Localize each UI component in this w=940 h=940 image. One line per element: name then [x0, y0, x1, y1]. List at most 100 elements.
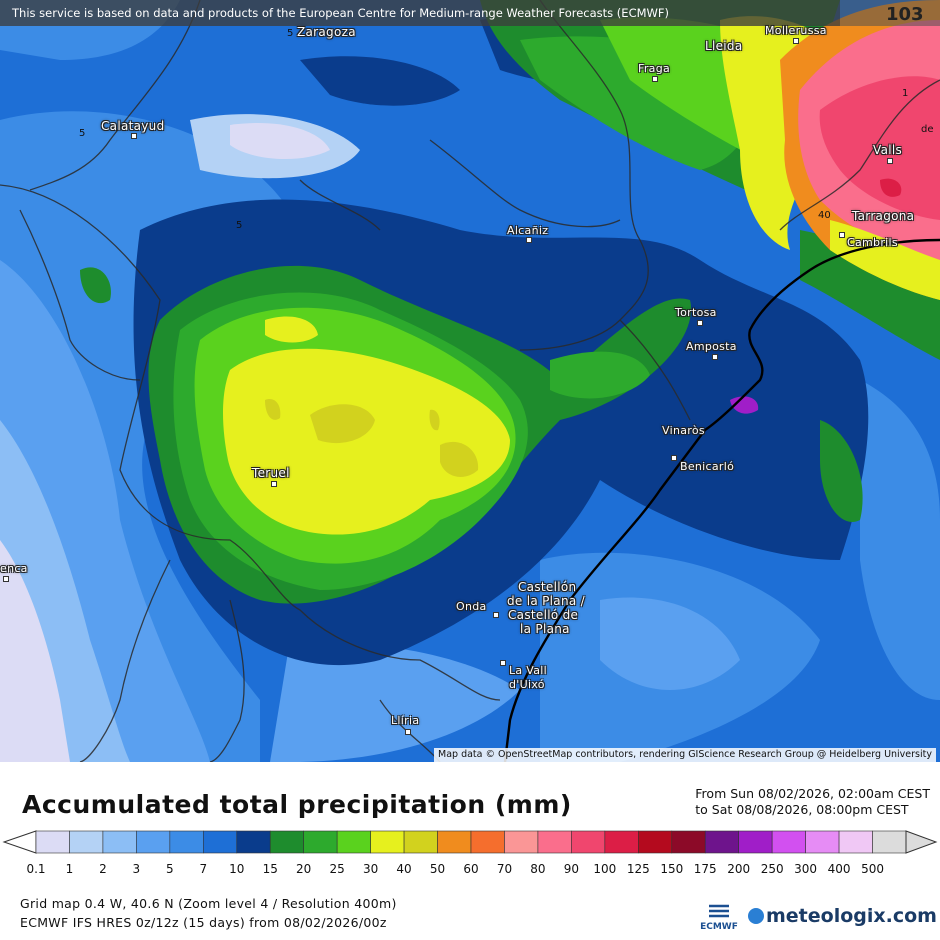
scale-tick-label: 30 — [362, 862, 379, 876]
city-label-benicarlo[interactable]: Benicarló — [680, 460, 735, 473]
meteologix-brand[interactable]: meteologix.com — [748, 905, 937, 927]
map-badge: 103 — [886, 4, 924, 25]
city-label-castellon[interactable]: de la Plana / — [507, 594, 585, 608]
scale-tick-label: 10 — [229, 862, 245, 876]
city-marker — [697, 320, 703, 326]
scale-tick-label: 3 — [132, 862, 141, 876]
scale-tick-label: 250 — [760, 862, 784, 876]
city-label-alcaniz[interactable]: Alcañiz — [507, 224, 549, 237]
city-label-vinaros[interactable]: Vinaròs — [662, 424, 705, 437]
scale-swatch — [872, 830, 907, 854]
scale-swatch — [704, 830, 739, 854]
scale-swatch — [638, 830, 673, 854]
city-label-lliria[interactable]: Llíria — [391, 714, 420, 727]
scale-tick-label: 2 — [99, 862, 107, 876]
isoline-label: de — [921, 124, 934, 135]
scale-swatch — [771, 830, 806, 854]
ecmwf-logo-icon — [709, 904, 729, 918]
ecmwf-notice-banner: This service is based on data and produc… — [0, 0, 840, 26]
meteologix-icon — [748, 908, 764, 924]
city-label-fraga[interactable]: Fraga — [638, 62, 671, 75]
city-marker — [500, 660, 506, 666]
isoline-label: 5 — [236, 220, 243, 231]
legend-title: Accumulated total precipitation (mm) — [22, 790, 572, 819]
scale-swatch — [303, 830, 338, 854]
banner-corner — [840, 0, 940, 26]
scale-tick-label: 100 — [593, 862, 617, 876]
scale-swatch — [35, 830, 70, 854]
city-label-cuenca-partial[interactable]: enca — [0, 562, 28, 575]
city-label-zaragoza[interactable]: Zaragoza — [297, 25, 356, 39]
scale-tick-label: 1 — [65, 862, 74, 876]
scale-swatch — [671, 830, 706, 854]
color-scale-bar — [2, 830, 938, 854]
isoline-label: 1 — [902, 88, 909, 99]
scale-swatch — [102, 830, 137, 854]
scale-tick-label: 500 — [861, 862, 884, 876]
scale-tick-label: 50 — [429, 862, 446, 876]
isoline-label: 5 — [79, 128, 86, 139]
scale-swatch — [370, 830, 405, 854]
map-attribution: Map data © OpenStreetMap contributors, r… — [434, 748, 936, 762]
city-label-cambrils[interactable]: Cambrils — [847, 236, 898, 249]
city-label-amposta[interactable]: Amposta — [686, 340, 737, 353]
scale-swatch — [269, 830, 304, 854]
scale-swatch — [203, 830, 238, 854]
city-label-tortosa[interactable]: Tortosa — [675, 306, 717, 319]
scale-tick-label: 90 — [563, 862, 580, 876]
scale-swatch — [805, 830, 840, 854]
city-marker — [793, 38, 799, 44]
city-label-castellon[interactable]: Castelló de — [508, 608, 579, 622]
scale-swatch — [604, 830, 639, 854]
model-info: ECMWF IFS HRES 0z/12z (15 days) from 08/… — [20, 915, 387, 930]
scale-tick-label: 125 — [626, 862, 650, 876]
scale-tick-label: 20 — [296, 862, 312, 876]
scale-swatch — [236, 830, 271, 854]
period-from: From Sun 08/02/2026, 02:00am CEST — [695, 786, 930, 801]
scale-tick-label: 175 — [693, 862, 717, 876]
scale-swatch — [169, 830, 204, 854]
scale-arrow-left — [2, 830, 37, 854]
city-marker — [671, 455, 677, 461]
city-marker — [271, 481, 277, 487]
scale-tick-label: 0.1 — [26, 862, 46, 876]
city-marker — [493, 612, 499, 618]
city-marker — [131, 133, 137, 139]
city-label-valls[interactable]: Valls — [873, 143, 903, 157]
precipitation-map[interactable]: This service is based on data and produc… — [0, 0, 940, 762]
ecmwf-logo-text: ECMWF — [700, 922, 738, 932]
scale-swatch — [69, 830, 104, 854]
scale-tick-label: 40 — [396, 862, 412, 876]
banner-text: This service is based on data and produc… — [12, 6, 669, 20]
city-marker — [887, 158, 893, 164]
city-label-lleida[interactable]: Lleida — [705, 39, 743, 53]
scale-swatch — [437, 830, 472, 854]
scale-tick-label: 400 — [827, 862, 851, 876]
scale-tick-label: 80 — [530, 862, 546, 876]
city-label-mollerussa[interactable]: Mollerussa — [765, 24, 827, 37]
scale-tick-label: 15 — [262, 862, 278, 876]
isoline-label: 5 — [287, 28, 294, 39]
scale-swatch — [403, 830, 438, 854]
scale-tick-label: 25 — [329, 862, 345, 876]
city-marker — [652, 76, 658, 82]
scale-tick-label: 7 — [199, 862, 208, 876]
scale-tick-label: 70 — [496, 862, 513, 876]
city-label-onda[interactable]: Onda — [456, 600, 487, 613]
city-label-castellon[interactable]: Castellón — [518, 580, 577, 594]
scale-tick-label: 60 — [463, 862, 479, 876]
city-label-calatayud[interactable]: Calatayud — [101, 119, 165, 133]
city-label-la-vall[interactable]: La Vall — [509, 664, 547, 677]
precipitation-field — [0, 0, 940, 762]
scale-swatch — [838, 830, 873, 854]
scale-tick-label: 300 — [794, 862, 818, 876]
city-label-teruel[interactable]: Teruel — [252, 466, 290, 480]
scale-swatch — [537, 830, 572, 854]
color-scale-ticks: 0.1 1 2 3 5 7 10 15 20 25 30 40 50 60 70 80 90 100 125 150 1… — [0, 862, 940, 878]
city-label-tarragona[interactable]: Tarragona — [852, 209, 915, 223]
city-label-castellon[interactable]: la Plana — [520, 622, 570, 636]
scale-swatch — [738, 830, 773, 854]
ecmwf-logo[interactable]: ECMWF — [697, 900, 741, 934]
city-marker — [839, 232, 845, 238]
city-label-la-vall[interactable]: d'Uixó — [509, 678, 545, 691]
